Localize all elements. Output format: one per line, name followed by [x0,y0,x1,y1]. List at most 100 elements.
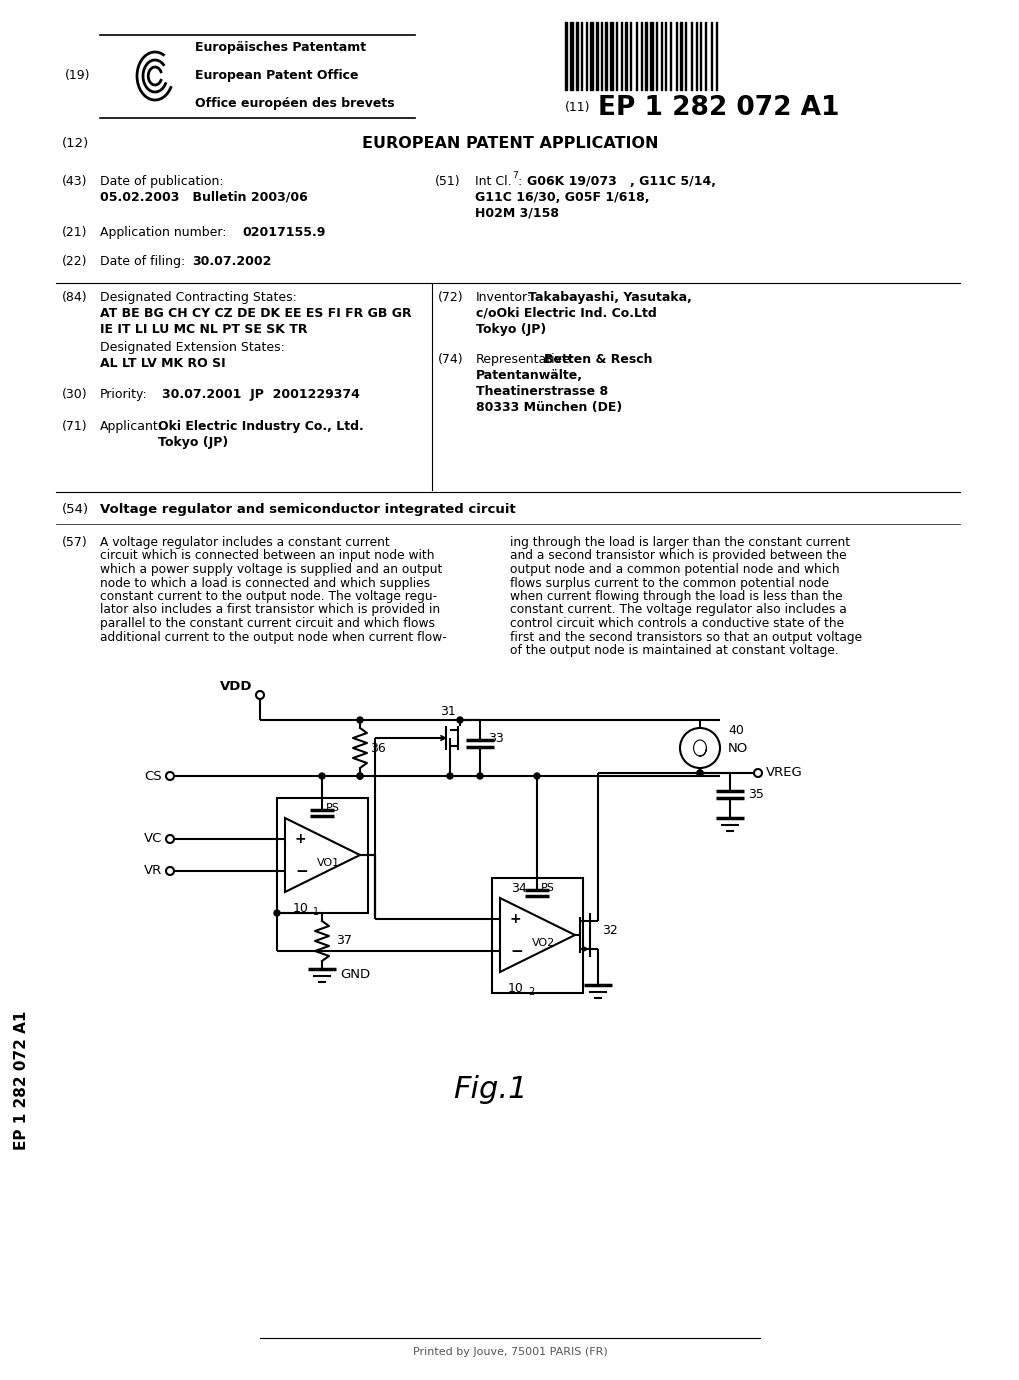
Text: EP 1 282 072 A1: EP 1 282 072 A1 [597,95,839,121]
Text: 80333 München (DE): 80333 München (DE) [476,402,622,414]
Bar [277,798,368,914]
Text: and a second transistor which is provided between the: and a second transistor which is provide… [510,549,846,563]
Text: AT BE BG CH CY CZ DE DK EE ES FI FR GB GR: AT BE BG CH CY CZ DE DK EE ES FI FR GB G… [100,306,412,320]
Text: VR: VR [144,864,162,878]
Text: 37: 37 [335,934,352,948]
Text: European Patent Office: European Patent Office [195,69,358,83]
Text: 10: 10 [292,903,309,915]
Text: 10: 10 [507,983,524,995]
Text: (30): (30) [62,388,88,402]
Text: constant current. The voltage regulator also includes a: constant current. The voltage regulator … [510,603,846,617]
Text: , G11C 5/14,: , G11C 5/14, [630,175,715,188]
Text: Designated Extension States:: Designated Extension States: [100,341,284,355]
Text: Int Cl.: Int Cl. [475,175,512,188]
Text: (19): (19) [65,69,91,83]
Text: GND: GND [339,969,370,981]
Text: Inventor:: Inventor: [476,291,532,304]
Text: (11): (11) [565,102,590,115]
Text: VO2: VO2 [532,938,554,948]
Text: VC: VC [144,832,162,846]
Text: VDD: VDD [219,680,252,693]
Text: (22): (22) [62,255,88,268]
Text: EUROPEAN PATENT APPLICATION: EUROPEAN PATENT APPLICATION [362,135,657,150]
Text: PS: PS [326,803,339,813]
Text: Theatinerstrasse 8: Theatinerstrasse 8 [476,385,607,397]
Text: (12): (12) [62,137,90,149]
Text: (43): (43) [62,175,88,188]
Text: VREG: VREG [765,766,802,780]
Text: Priority:: Priority: [100,388,148,402]
Text: 7: 7 [512,171,518,179]
Text: Date of filing:: Date of filing: [100,255,185,268]
Circle shape [696,770,702,776]
Text: Application number:: Application number: [100,226,226,239]
Text: circuit which is connected between an input node with: circuit which is connected between an in… [100,549,434,563]
Text: Patentanwälte,: Patentanwälte, [476,368,583,382]
Text: Designated Contracting States:: Designated Contracting States: [100,291,297,304]
Text: constant current to the output node. The voltage regu-: constant current to the output node. The… [100,591,437,603]
Text: PS: PS [540,883,554,893]
Circle shape [534,773,539,778]
Circle shape [696,770,702,776]
Circle shape [357,718,363,723]
Text: node to which a load is connected and which supplies: node to which a load is connected and wh… [100,577,430,589]
Text: flows surplus current to the common potential node: flows surplus current to the common pote… [510,577,828,589]
Text: G06K 19/073: G06K 19/073 [527,175,616,188]
Text: −: − [510,944,523,959]
Text: Applicant:: Applicant: [100,420,163,433]
Text: ing through the load is larger than the constant current: ing through the load is larger than the … [510,535,849,549]
Text: 30.07.2001  JP  2001229374: 30.07.2001 JP 2001229374 [162,388,360,402]
Text: G11C 16/30, G05F 1/618,: G11C 16/30, G05F 1/618, [475,190,649,204]
Text: A voltage regulator includes a constant current: A voltage regulator includes a constant … [100,535,389,549]
Text: 05.02.2003   Bulletin 2003/06: 05.02.2003 Bulletin 2003/06 [100,190,308,204]
Text: IE IT LI LU MC NL PT SE SK TR: IE IT LI LU MC NL PT SE SK TR [100,323,307,335]
Text: c/oOki Electric Ind. Co.Ltd: c/oOki Electric Ind. Co.Ltd [476,306,656,320]
Text: H02M 3/158: H02M 3/158 [475,207,558,219]
Text: parallel to the constant current circuit and which flows: parallel to the constant current circuit… [100,617,434,631]
Text: 30.07.2002: 30.07.2002 [192,255,271,268]
Text: Tokyo (JP): Tokyo (JP) [476,323,546,335]
Text: of the output node is maintained at constant voltage.: of the output node is maintained at cons… [510,644,838,657]
Text: (21): (21) [62,226,88,239]
Text: (54): (54) [62,502,89,516]
Circle shape [446,773,452,778]
Text: Date of publication:: Date of publication: [100,175,223,188]
Text: EP 1 282 072 A1: EP 1 282 072 A1 [14,1010,30,1150]
Text: (71): (71) [62,420,88,433]
Text: NO: NO [728,741,748,755]
Text: 36: 36 [370,741,385,755]
Text: Printed by Jouve, 75001 PARIS (FR): Printed by Jouve, 75001 PARIS (FR) [413,1347,606,1357]
Text: 2: 2 [528,987,534,996]
Text: 31: 31 [439,705,455,718]
Text: Office européen des brevets: Office européen des brevets [195,98,394,110]
Text: Oki Electric Industry Co., Ltd.: Oki Electric Industry Co., Ltd. [158,420,364,433]
Text: when current flowing through the load is less than the: when current flowing through the load is… [510,591,842,603]
Text: :: : [518,175,526,188]
Text: 1: 1 [313,907,319,916]
Circle shape [477,773,483,778]
Circle shape [357,773,363,778]
Text: Voltage regulator and semiconductor integrated circuit: Voltage regulator and semiconductor inte… [100,502,516,516]
Text: first and the second transistors so that an output voltage: first and the second transistors so that… [510,631,861,643]
Text: 32: 32 [601,923,618,937]
Text: AL LT LV MK RO SI: AL LT LV MK RO SI [100,357,225,370]
Text: −: − [294,864,308,879]
Text: 02017155.9: 02017155.9 [242,226,325,239]
Text: 33: 33 [487,731,503,744]
Text: (84): (84) [62,291,88,304]
Circle shape [457,718,463,723]
Circle shape [319,773,325,778]
Text: +: + [510,912,521,926]
Text: lator also includes a first transistor which is provided in: lator also includes a first transistor w… [100,603,439,617]
Text: 40: 40 [728,723,743,737]
Text: Tokyo (JP): Tokyo (JP) [158,436,228,448]
Text: control circuit which controls a conductive state of the: control circuit which controls a conduct… [510,617,844,631]
Text: 35: 35 [747,788,763,800]
Text: (51): (51) [434,175,461,188]
Text: which a power supply voltage is supplied and an output: which a power supply voltage is supplied… [100,563,442,575]
Text: CS: CS [145,770,162,782]
Text: (72): (72) [437,291,464,304]
Bar [491,878,583,994]
Text: Takabayashi, Yasutaka,: Takabayashi, Yasutaka, [528,291,691,304]
Text: additional current to the output node when current flow-: additional current to the output node wh… [100,631,446,643]
